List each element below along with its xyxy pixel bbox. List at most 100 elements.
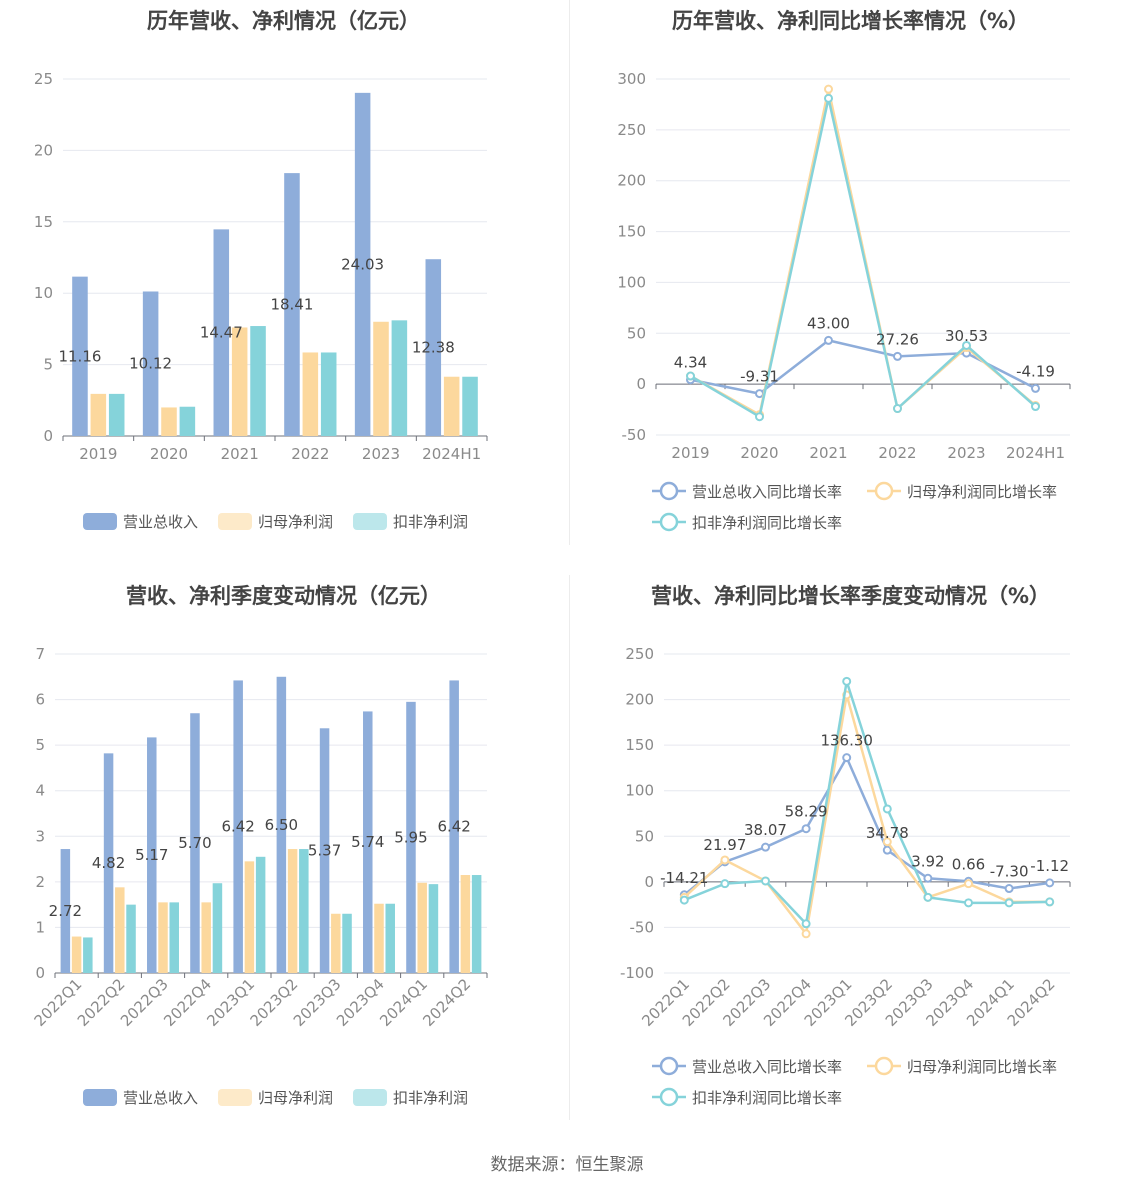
x-tick-label: 2023	[947, 444, 985, 462]
data-point	[842, 753, 852, 763]
bar-revenue	[319, 728, 330, 973]
data-point	[755, 389, 764, 399]
data-label: 5.37	[308, 842, 341, 860]
data-label: 5.95	[394, 828, 427, 846]
y-tick-label: 200	[625, 691, 654, 709]
y-tick-label: 25	[34, 70, 53, 88]
chart-title: 营收、净利季度变动情况（亿元）	[126, 584, 441, 608]
bar-revenue	[142, 291, 159, 436]
y-tick-label: 300	[617, 70, 646, 88]
y-tick-label: 5	[43, 356, 53, 374]
y-tick-label: 2	[35, 873, 45, 891]
bar-net-profit	[373, 321, 389, 436]
legend-label: 扣非净利润同比增长率	[692, 514, 842, 532]
data-label: 12.38	[412, 339, 455, 357]
bar-revenue	[406, 701, 416, 973]
data-point	[720, 855, 730, 865]
x-tick-label: 2024Q2	[419, 975, 474, 1030]
data-point	[801, 919, 811, 929]
bar-revenue	[103, 753, 114, 973]
y-tick-label: 0	[43, 427, 53, 445]
legend-label: 扣非净利润	[393, 1089, 468, 1107]
bar-deducted-profit	[126, 904, 136, 973]
legend-marker	[659, 512, 679, 532]
legend-marker	[659, 1056, 679, 1076]
data-label: 2.72	[49, 902, 82, 920]
legend-label: 营业总收入同比增长率	[692, 1058, 842, 1076]
data-point	[761, 842, 770, 852]
data-label: 6.42	[437, 818, 470, 836]
legend-label: 归母净利润同比增长率	[907, 483, 1057, 501]
bar-net-profit	[161, 407, 177, 436]
legend-marker	[659, 1087, 679, 1107]
y-tick-label: 10	[34, 284, 53, 302]
y-tick-label: 0	[35, 964, 45, 982]
bar-deducted-profit	[462, 376, 478, 436]
bar-revenue	[425, 259, 442, 436]
y-tick-label: 3	[35, 827, 45, 845]
data-point	[1004, 884, 1014, 894]
data-point	[962, 340, 971, 350]
x-tick-label: 2021	[221, 445, 259, 463]
bar-deducted-profit	[471, 875, 482, 973]
bar-revenue	[233, 680, 243, 973]
data-label: 30.53	[945, 327, 988, 345]
data-point	[755, 412, 764, 422]
data-label: -9.31	[740, 368, 779, 386]
data-label: 10.12	[129, 355, 172, 373]
legend-swatch	[83, 513, 117, 530]
chart-quarterly-growth-rate: 营收、净利同比增长率季度变动情况（%） -100 -50 0 50 100 150 200 2…	[567, 575, 1134, 1125]
data-point	[964, 879, 973, 889]
y-tick-label: 0	[644, 873, 654, 891]
x-tick-label: 2019	[671, 444, 709, 462]
bar-net-profit	[302, 352, 319, 436]
data-point	[824, 84, 833, 94]
y-tick-label: 15	[34, 213, 53, 231]
bar-net-profit	[115, 887, 125, 973]
data-point	[720, 879, 730, 889]
series-line	[690, 339, 1037, 395]
legend-marker	[874, 481, 894, 501]
bar-revenue	[60, 849, 71, 973]
bar-deducted-profit	[179, 406, 196, 436]
data-point	[923, 892, 933, 902]
bar-deducted-profit	[108, 393, 125, 436]
legend-label: 归母净利润同比增长率	[907, 1058, 1057, 1076]
legend-label: 营业总收入	[123, 513, 198, 531]
bar-revenue	[213, 229, 230, 436]
data-point	[1031, 383, 1040, 393]
bar-net-profit	[90, 393, 107, 436]
data-label: 4.34	[674, 354, 707, 372]
bar-deducted-profit	[320, 352, 337, 436]
chart-title: 历年营收、净利情况（亿元）	[147, 9, 420, 33]
legend-label: 归母净利润	[258, 1089, 333, 1107]
x-tick-label: 2024H1	[1006, 444, 1065, 462]
chart-title: 历年营收、净利同比增长率情况（%）	[671, 9, 1030, 33]
bar-revenue	[72, 276, 88, 436]
legend-label: 扣非净利润	[393, 513, 468, 531]
bar-deducted-profit	[385, 903, 395, 973]
bar-net-profit	[231, 327, 248, 436]
data-label: 11.16	[58, 347, 101, 365]
data-point	[893, 351, 902, 361]
data-label: -7.30	[990, 863, 1029, 881]
bar-deducted-profit	[299, 849, 309, 973]
bar-revenue	[276, 676, 287, 973]
chart-title: 营收、净利同比增长率季度变动情况（%）	[650, 584, 1051, 608]
y-tick-label: 6	[35, 691, 45, 709]
data-label: 34.78	[866, 824, 909, 842]
bar-deducted-profit	[342, 913, 352, 973]
chart-svg: 012345672022Q12022Q22022Q32022Q42023Q120…	[31, 645, 488, 1107]
data-label: 5.74	[351, 833, 384, 851]
bar-deducted-profit	[169, 902, 179, 973]
bar-net-profit	[287, 849, 298, 973]
data-label: 27.26	[876, 330, 919, 348]
data-point	[824, 335, 833, 345]
data-point	[1045, 897, 1055, 907]
data-point	[686, 371, 695, 381]
bar-net-profit	[158, 902, 168, 973]
data-label: 4.82	[92, 854, 125, 872]
y-tick-label: 20	[34, 141, 53, 159]
x-tick-label: 2022	[291, 445, 329, 463]
bar-deducted-profit	[212, 883, 223, 973]
